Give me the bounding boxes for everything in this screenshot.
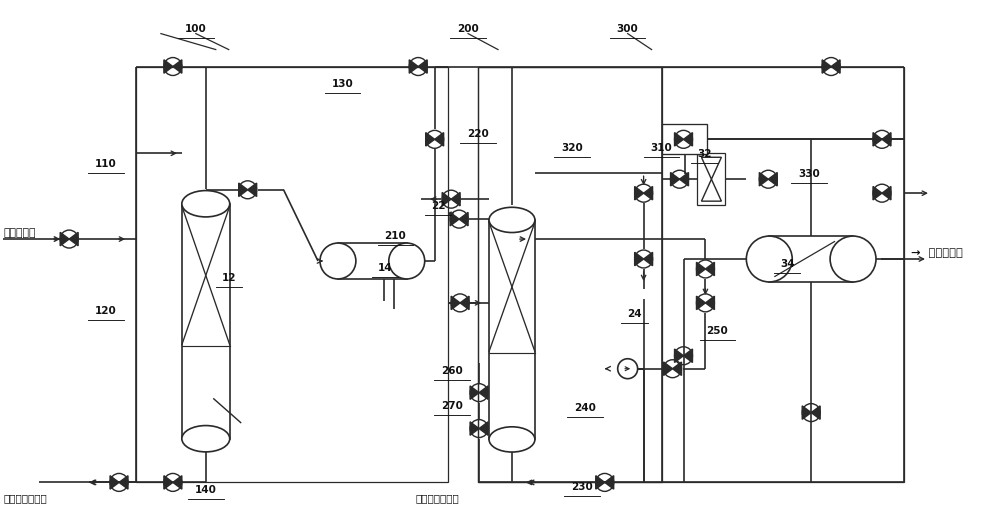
- Bar: [478, 67, 904, 482]
- Polygon shape: [119, 476, 128, 489]
- Circle shape: [618, 359, 638, 379]
- Polygon shape: [239, 183, 248, 196]
- Polygon shape: [605, 476, 614, 489]
- Ellipse shape: [746, 236, 792, 282]
- Polygon shape: [479, 422, 488, 435]
- Ellipse shape: [320, 243, 356, 279]
- Polygon shape: [680, 172, 688, 186]
- Polygon shape: [768, 172, 777, 186]
- Ellipse shape: [830, 236, 876, 282]
- Bar: [769, 236, 853, 282]
- Text: 120: 120: [95, 306, 117, 316]
- Polygon shape: [675, 132, 684, 146]
- Text: 100: 100: [185, 23, 207, 34]
- Polygon shape: [409, 60, 418, 73]
- Text: 210: 210: [384, 231, 406, 241]
- Text: 110: 110: [95, 159, 117, 169]
- Polygon shape: [418, 60, 427, 73]
- Text: 催化液化气: 催化液化气: [3, 228, 36, 238]
- Polygon shape: [173, 60, 182, 73]
- Polygon shape: [802, 406, 811, 419]
- Text: 至胺液再生装置: 至胺液再生装置: [3, 493, 47, 503]
- Text: 130: 130: [332, 80, 353, 90]
- Text: 32: 32: [697, 150, 712, 159]
- Text: 12: 12: [221, 273, 236, 283]
- Bar: [697, 153, 725, 205]
- Polygon shape: [635, 187, 644, 200]
- Text: 140: 140: [195, 486, 217, 495]
- Text: 320: 320: [561, 143, 583, 153]
- Text: 22: 22: [431, 201, 445, 211]
- Polygon shape: [164, 476, 173, 489]
- Text: 330: 330: [798, 169, 820, 179]
- Polygon shape: [822, 60, 831, 73]
- Polygon shape: [811, 406, 820, 419]
- Bar: [136, 67, 448, 482]
- Polygon shape: [705, 262, 714, 276]
- Text: 300: 300: [617, 23, 639, 34]
- Polygon shape: [644, 252, 653, 266]
- Text: 250: 250: [707, 326, 728, 336]
- Polygon shape: [248, 183, 257, 196]
- Polygon shape: [460, 296, 469, 309]
- Bar: [478, 67, 662, 482]
- Polygon shape: [671, 172, 680, 186]
- Polygon shape: [701, 179, 721, 201]
- Text: 200: 200: [457, 23, 479, 34]
- Polygon shape: [450, 213, 459, 226]
- Polygon shape: [426, 132, 435, 146]
- Bar: [182, 204, 230, 439]
- Polygon shape: [831, 60, 840, 73]
- Polygon shape: [644, 187, 653, 200]
- Bar: [662, 125, 707, 154]
- Ellipse shape: [182, 426, 230, 452]
- Text: 230: 230: [571, 482, 593, 492]
- Ellipse shape: [182, 191, 230, 217]
- Polygon shape: [701, 157, 721, 179]
- Polygon shape: [664, 362, 673, 376]
- Polygon shape: [451, 296, 460, 309]
- Text: 310: 310: [651, 143, 672, 153]
- Polygon shape: [164, 60, 173, 73]
- Text: 34: 34: [780, 259, 795, 269]
- Polygon shape: [675, 349, 684, 363]
- Polygon shape: [696, 296, 705, 309]
- Polygon shape: [470, 422, 479, 435]
- Polygon shape: [873, 187, 882, 200]
- Polygon shape: [673, 362, 682, 376]
- Polygon shape: [110, 476, 119, 489]
- Polygon shape: [684, 132, 692, 146]
- Polygon shape: [759, 172, 768, 186]
- Text: 270: 270: [441, 401, 463, 411]
- Polygon shape: [705, 296, 714, 309]
- Polygon shape: [684, 349, 692, 363]
- Text: 220: 220: [467, 129, 489, 139]
- Ellipse shape: [389, 243, 425, 279]
- Bar: [338, 243, 407, 279]
- Text: 260: 260: [441, 366, 463, 376]
- Ellipse shape: [489, 427, 535, 452]
- Polygon shape: [596, 476, 605, 489]
- Polygon shape: [882, 187, 891, 200]
- Text: →  去水洗部分: → 去水洗部分: [911, 248, 963, 258]
- Ellipse shape: [489, 207, 535, 232]
- Text: 14: 14: [378, 263, 393, 273]
- Text: 至碱液再生装置: 至碱液再生装置: [415, 493, 459, 503]
- Polygon shape: [69, 232, 78, 246]
- Polygon shape: [470, 386, 479, 400]
- Polygon shape: [479, 386, 488, 400]
- Polygon shape: [882, 132, 891, 146]
- Polygon shape: [459, 213, 468, 226]
- Text: 24: 24: [627, 309, 642, 319]
- Polygon shape: [635, 252, 644, 266]
- Polygon shape: [173, 476, 182, 489]
- Polygon shape: [442, 192, 451, 206]
- Bar: [489, 220, 535, 439]
- Polygon shape: [451, 192, 460, 206]
- Polygon shape: [435, 132, 444, 146]
- Polygon shape: [696, 262, 705, 276]
- Text: 240: 240: [574, 403, 596, 413]
- Polygon shape: [60, 232, 69, 246]
- Polygon shape: [873, 132, 882, 146]
